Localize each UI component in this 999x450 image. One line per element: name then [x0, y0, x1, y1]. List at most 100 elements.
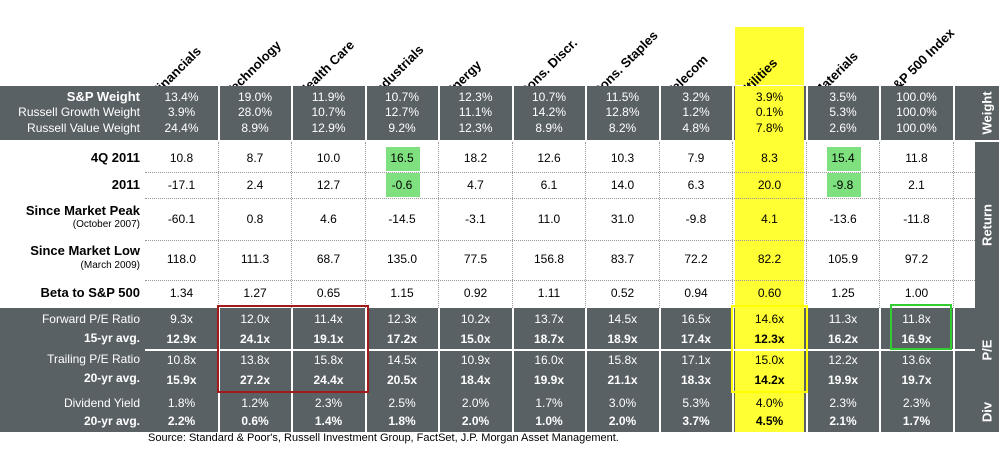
table-cell: 1.15 [390, 286, 414, 300]
row-sublabel-since-low: (March 2009) [80, 260, 140, 271]
column-divider [511, 142, 513, 308]
table-cell: 11.3x [828, 312, 858, 326]
table-cell: 18.9x [607, 332, 638, 346]
row-label-2011: 2011 [111, 177, 140, 192]
row-sublabel-since-peak: (October 2007) [72, 219, 140, 230]
table-cell: 10.8 [169, 151, 194, 165]
section-side-label-text: P/E [979, 339, 995, 361]
table-cell: 11.9% [311, 90, 346, 104]
table-cell: 2.0% [608, 414, 637, 428]
row-label-15yr-avg: 15-yr avg. [83, 331, 140, 345]
table-cell: 8.9% [241, 121, 269, 135]
table-cell: 15.8x [607, 353, 638, 367]
table-cell: 15.4 [831, 151, 855, 165]
table-cell: 27.2x [239, 373, 271, 387]
table-cell: 18.3x [680, 373, 712, 387]
table-cell: 1.2% [241, 396, 269, 410]
table-cell: 10.3 [610, 151, 635, 165]
section-side-label: P/E [975, 308, 999, 392]
table-cell: 3.9% [167, 105, 196, 119]
table-cell: 11.5% [605, 90, 640, 104]
column-divider [732, 142, 733, 308]
row-label-since-low: Since Market Low [30, 243, 140, 258]
table-cell: 12.3x [387, 312, 417, 326]
table-cell: 2.1% [829, 414, 857, 428]
table-cell: 14.5x [607, 312, 638, 326]
row-label-20yr-avg: 20-yr avg. [83, 371, 140, 385]
section-side-label: Div [975, 392, 999, 432]
table-cell: 3.0% [608, 396, 637, 410]
table-cell: 16.2x [827, 332, 859, 346]
table-cell: 16.5 [390, 151, 414, 165]
column-divider [879, 392, 881, 432]
column-divider [364, 86, 367, 140]
cell-highlight [826, 173, 861, 197]
cell-highlight [385, 173, 420, 197]
table-cell: 1.2% [682, 105, 710, 119]
table-cell: -14.5 [388, 212, 416, 226]
table-cell: 10.8x [166, 353, 197, 367]
row-label-div-20yr-avg: 20-yr avg. [83, 414, 140, 428]
column-divider [585, 392, 587, 432]
table-cell: 9.2% [388, 121, 416, 135]
table-cell: 19.7x [901, 373, 932, 387]
table-cell: 16.5x [681, 312, 711, 326]
table-cell: 82.2 [757, 252, 782, 266]
table-cell: 8.7 [246, 151, 264, 165]
table-cell: 0.94 [684, 286, 708, 300]
table-cell: 15.9x [166, 373, 197, 387]
table-cell: 3.2% [682, 90, 710, 104]
table-cell: 19.0% [237, 90, 273, 104]
table-cell: 12.3% [458, 121, 493, 135]
column-divider [511, 86, 514, 140]
table-cell: 4.8% [682, 121, 710, 135]
utilities-column-highlight [735, 86, 804, 432]
table-cell: 156.8 [533, 252, 565, 266]
row-label-russell-value: Russell Value Weight [27, 121, 140, 135]
table-cell: 12.8% [605, 105, 640, 119]
column-divider [438, 392, 440, 432]
section-side-label-text: Div [979, 401, 995, 423]
column-divider [291, 392, 293, 432]
column-divider [805, 142, 807, 308]
table-cell: -0.6 [391, 178, 413, 192]
row-label-sp-weight: S&P Weight [66, 89, 140, 104]
table-cell: 12.3% [458, 90, 493, 104]
row-label-since-peak: Since Market Peak [25, 203, 140, 218]
table-cell: 24.1x [239, 332, 271, 346]
table-cell: 1.7% [902, 414, 931, 428]
table-cell: 0.60 [757, 286, 782, 300]
cell-highlight [385, 147, 420, 171]
table-cell: 135.0 [386, 252, 418, 266]
table-cell: 14.0 [610, 178, 635, 192]
table-cell: 1.00 [904, 286, 929, 300]
table-cell: 12.7% [384, 105, 420, 119]
row-divider [145, 172, 975, 173]
table-cell: 2.5% [388, 396, 416, 410]
table-cell: 0.92 [463, 286, 488, 300]
row-label-trailing-pe: Trailing P/E Ratio [47, 352, 140, 366]
table-cell: 10.7% [311, 105, 346, 119]
table-cell: 10.7% [384, 90, 420, 104]
table-cell: 0.8 [246, 212, 264, 226]
table-cell: 1.7% [535, 396, 563, 410]
table-cell: 2.6% [829, 121, 857, 135]
table-cell: 100.0% [896, 105, 937, 119]
table-cell: 100.0% [896, 90, 937, 104]
table-cell: -9.8 [685, 212, 707, 226]
table-cell: 8.9% [535, 121, 563, 135]
table-cell: 1.8% [167, 396, 196, 410]
table-cell: 13.4% [164, 90, 199, 104]
row-label-4q-2011: 4Q 2011 [90, 150, 140, 165]
table-cell: 20.0 [757, 178, 782, 192]
table-cell: 14.2x [754, 373, 785, 387]
table-cell: 28.0% [237, 105, 273, 119]
table-cell: 6.1 [540, 178, 558, 192]
column-divider [658, 142, 660, 308]
column-divider [585, 142, 586, 308]
table-cell: -9.8 [832, 178, 854, 192]
row-divider [145, 280, 975, 281]
row-label-forward-pe: Forward P/E Ratio [41, 312, 140, 326]
column-divider [291, 86, 293, 140]
table-cell: 0.52 [610, 286, 635, 300]
